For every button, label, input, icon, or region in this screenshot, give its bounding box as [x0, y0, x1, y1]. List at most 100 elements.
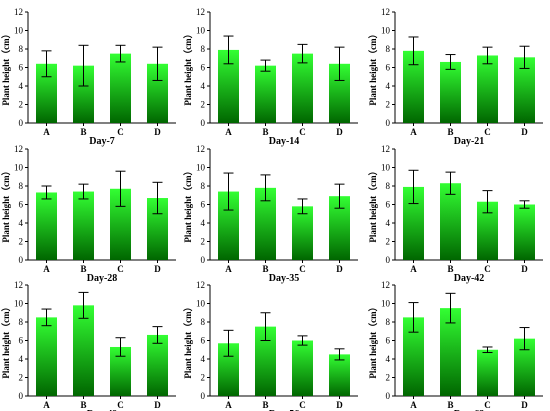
- y-tick-label: 6: [201, 336, 206, 346]
- panel-title: Day-28: [87, 273, 118, 284]
- y-tick-label: 2: [201, 100, 206, 110]
- y-axis-label: Plant height（cm）: [1, 29, 11, 105]
- x-tick-label: A: [225, 264, 232, 274]
- y-tick-label: 10: [14, 299, 24, 309]
- y-tick-label: 12: [196, 280, 205, 290]
- x-tick-label: D: [154, 127, 161, 137]
- y-tick-label: 8: [201, 317, 206, 327]
- y-tick-label: 0: [386, 118, 391, 128]
- x-tick-label: A: [410, 264, 417, 274]
- x-tick-label: D: [521, 127, 528, 137]
- x-tick-label: D: [154, 400, 161, 410]
- x-tick-label: C: [117, 127, 124, 137]
- x-tick-label: C: [484, 400, 491, 410]
- panel-title: Day-21: [454, 136, 485, 147]
- panel-title: Day-56: [269, 409, 300, 411]
- y-tick-label: 10: [196, 163, 206, 173]
- bar-D: [329, 63, 350, 123]
- y-tick-label: 0: [386, 255, 391, 265]
- chart-panel-5: Plant height（cm） 0 2 4 6 8 10 12 A B C D Day-35: [183, 144, 358, 284]
- bar-B: [440, 183, 461, 260]
- bar-A: [36, 63, 57, 123]
- bar-C: [477, 55, 498, 123]
- bar-C: [292, 340, 313, 396]
- y-tick-label: 4: [386, 81, 391, 91]
- bar-C: [477, 349, 498, 396]
- x-tick-label: A: [43, 400, 50, 410]
- x-tick-label: C: [117, 264, 124, 274]
- chart-panel-2: Plant height（cm） 0 2 4 6 8 10 12 A B C D Day-14: [183, 7, 358, 147]
- y-axis-label: Plant height（cm）: [368, 166, 378, 242]
- chart-panel-3: Plant height（cm） 0 2 4 6 8 10 12 A B C D Day-21: [368, 7, 543, 147]
- bar-A: [403, 50, 424, 123]
- y-tick-label: 2: [19, 100, 24, 110]
- bar-A: [36, 192, 57, 260]
- chart-panel-7: Plant height（cm） 0 2 4 6 8 10 12 A B C D Day-49: [1, 280, 176, 411]
- y-tick-label: 0: [19, 118, 24, 128]
- y-tick-label: 0: [201, 118, 206, 128]
- x-tick-label: D: [154, 264, 161, 274]
- x-tick-label: D: [336, 264, 343, 274]
- y-tick-label: 12: [381, 280, 390, 290]
- bar-D: [147, 334, 168, 396]
- x-tick-label: D: [336, 127, 343, 137]
- bar-C: [110, 346, 131, 396]
- bar-C: [477, 201, 498, 260]
- y-tick-label: 4: [19, 354, 24, 364]
- x-tick-label: B: [447, 400, 453, 410]
- y-tick-label: 6: [201, 63, 206, 73]
- y-tick-label: 8: [19, 44, 24, 54]
- bar-B: [255, 187, 276, 260]
- bar-D: [329, 196, 350, 260]
- bar-A: [218, 191, 239, 260]
- y-axis-label: Plant height（cm）: [1, 302, 11, 378]
- y-axis-label: Plant height（cm）: [183, 166, 193, 242]
- bar-A: [36, 317, 57, 396]
- y-tick-label: 2: [19, 237, 24, 247]
- x-tick-label: B: [80, 127, 86, 137]
- y-tick-label: 8: [19, 181, 24, 191]
- y-tick-label: 6: [19, 336, 24, 346]
- panel-title: Day-63: [454, 409, 485, 411]
- bar-B: [255, 326, 276, 396]
- y-tick-label: 2: [386, 237, 391, 247]
- x-tick-label: D: [521, 264, 528, 274]
- y-tick-label: 4: [201, 354, 206, 364]
- bar-C: [292, 53, 313, 123]
- bar-A: [403, 317, 424, 396]
- bar-B: [440, 61, 461, 123]
- bar-C: [292, 206, 313, 260]
- panel-title: Day-14: [269, 136, 300, 147]
- x-tick-label: B: [262, 400, 268, 410]
- y-tick-label: 10: [381, 299, 391, 309]
- panel-title: Day-7: [89, 136, 115, 147]
- x-tick-label: B: [262, 264, 268, 274]
- y-tick-label: 12: [14, 7, 23, 17]
- y-tick-label: 8: [386, 181, 391, 191]
- y-tick-label: 12: [381, 7, 390, 17]
- chart-panel-6: Plant height（cm） 0 2 4 6 8 10 12 A B C D Day-42: [368, 144, 543, 284]
- x-tick-label: C: [484, 127, 491, 137]
- chart-panel-8: Plant height（cm） 0 2 4 6 8 10 12 A B C D Day-56: [183, 280, 358, 411]
- y-tick-label: 4: [201, 218, 206, 228]
- x-tick-label: C: [299, 127, 306, 137]
- x-tick-label: B: [447, 127, 453, 137]
- y-axis-label: Plant height（cm）: [183, 29, 193, 105]
- bar-B: [73, 65, 94, 123]
- y-tick-label: 4: [19, 218, 24, 228]
- x-tick-label: B: [80, 264, 86, 274]
- y-tick-label: 4: [386, 354, 391, 364]
- panel-title: Day-49: [87, 409, 118, 411]
- y-tick-label: 2: [386, 373, 391, 383]
- x-tick-label: A: [225, 400, 232, 410]
- y-tick-label: 8: [201, 181, 206, 191]
- bar-B: [73, 305, 94, 396]
- y-tick-label: 8: [386, 44, 391, 54]
- y-tick-label: 8: [386, 317, 391, 327]
- x-tick-label: D: [521, 400, 528, 410]
- bar-D: [329, 354, 350, 396]
- x-tick-label: A: [43, 127, 50, 137]
- y-tick-label: 12: [196, 144, 205, 154]
- y-tick-label: 6: [386, 63, 391, 73]
